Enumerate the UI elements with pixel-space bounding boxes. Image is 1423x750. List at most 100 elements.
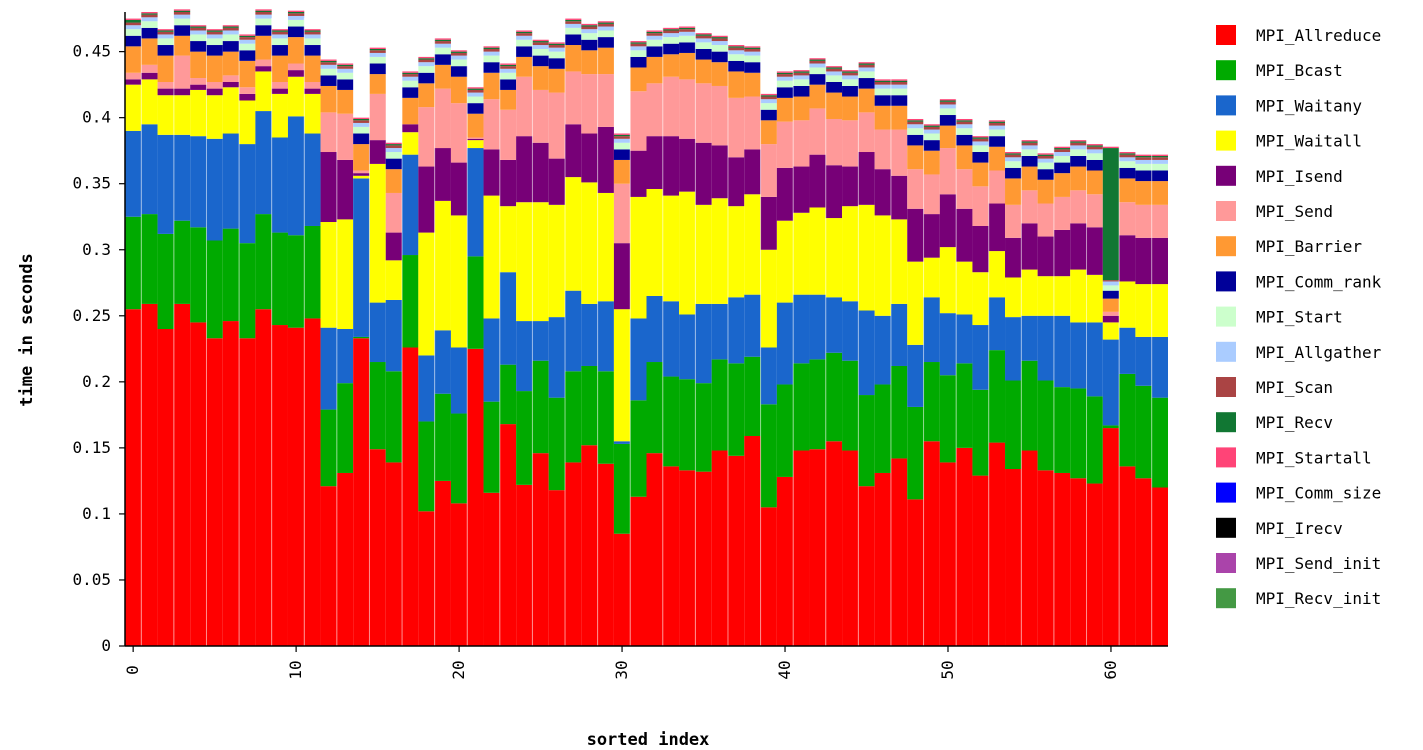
bar-segment-mpi-allreduce-28 (581, 445, 598, 646)
bar-segment-mpi-waitall-57 (1053, 276, 1071, 316)
bar-segment-mpi-startall-27 (565, 18, 582, 20)
bar-segment-mpi-allreduce-35 (695, 471, 712, 646)
bar-segment-mpi-waitall-9 (271, 93, 288, 138)
bar-segment-mpi-bcast-9 (271, 232, 288, 326)
bar-segment-mpi-isend-20 (450, 162, 468, 216)
bar-segment-mpi-startall-8 (255, 9, 272, 11)
bar-segment-mpi-scan-15 (369, 50, 386, 53)
bar-segment-mpi-waitall-37 (727, 206, 745, 298)
bar-segment-mpi-waitall-4 (190, 89, 207, 137)
bar-segment-mpi-scan-56 (1037, 155, 1054, 159)
bar-segment-mpi-recv-17 (402, 72, 419, 75)
bar-segment-mpi-recv-51 (956, 120, 973, 122)
bar-segment-mpi-send-13 (336, 113, 354, 160)
bar-segment-mpi-barrier-18 (418, 83, 435, 108)
bar-segment-mpi-waitany-49 (923, 297, 940, 363)
bar-segment-mpi-barrier-1 (141, 38, 158, 65)
bar-segment-mpi-allreduce-17 (402, 347, 419, 646)
bar-segment-mpi-allgather-17 (402, 76, 419, 81)
bar-segment-mpi-comm-rank-44 (842, 85, 859, 97)
bar-segment-mpi-allgather-5 (206, 34, 223, 39)
bar-segment-mpi-start-37 (727, 54, 745, 61)
bar-segment-mpi-scan-5 (206, 31, 223, 35)
bar-segment-mpi-isend-12 (320, 152, 337, 223)
bar-segment-mpi-waitany-0 (125, 130, 142, 217)
legend-label-mpi-send: MPI_Send (1256, 202, 1333, 221)
bar-segment-mpi-comm-rank-29 (597, 37, 614, 48)
bar-segment-mpi-send-8 (255, 59, 272, 67)
bar-segment-mpi-allreduce-29 (597, 463, 614, 646)
bar-segment-mpi-allreduce-9 (271, 325, 288, 646)
bar-segment-mpi-send-14 (353, 170, 370, 174)
legend-label-mpi-comm-rank: MPI_Comm_rank (1256, 272, 1382, 291)
bar-segment-mpi-start-19 (434, 47, 451, 55)
bar-segment-mpi-scan-53 (988, 122, 1006, 126)
bar-segment-mpi-isend-35 (695, 142, 712, 205)
bar-segment-mpi-comm-rank-62 (1135, 170, 1152, 182)
legend-label-mpi-barrier: MPI_Barrier (1256, 237, 1362, 256)
bar-segment-mpi-allgather-23 (499, 68, 517, 73)
bar-segment-mpi-bcast-41 (793, 363, 810, 451)
bar-segment-mpi-isend-9 (271, 88, 288, 94)
bar-segment-mpi-startall-62 (1135, 154, 1152, 156)
bar-segment-mpi-recv-63 (1151, 155, 1168, 158)
bar-segment-mpi-startall-51 (956, 118, 973, 121)
bar-segment-mpi-waitall-44 (842, 206, 859, 302)
bar-segment-mpi-comm-rank-19 (434, 54, 451, 65)
bar-segment-mpi-barrier-39 (760, 120, 777, 145)
bar-segment-mpi-comm-rank-13 (336, 79, 354, 90)
bar-segment-mpi-bcast-26 (548, 397, 566, 491)
bar-segment-mpi-start-4 (190, 34, 207, 42)
bar-segment-mpi-startall-63 (1151, 154, 1168, 156)
x-axis-title: sorted index (587, 730, 710, 750)
bar-segment-mpi-waitall-40 (776, 220, 794, 303)
bar-segment-mpi-allreduce-16 (385, 462, 403, 646)
bar-segment-mpi-scan-59 (1086, 146, 1103, 150)
bar-segment-mpi-comm-rank-52 (972, 152, 989, 163)
bar-segment-mpi-waitall-21 (467, 140, 484, 149)
bar-segment-mpi-scan-51 (956, 121, 973, 125)
bar-segment-mpi-recv-28 (581, 25, 598, 27)
bar-segment-mpi-bcast-20 (450, 413, 468, 504)
bar-segment-mpi-waitall-19 (434, 200, 451, 331)
bar-segment-mpi-start-3 (173, 18, 191, 26)
bar-segment-mpi-comm-rank-9 (271, 45, 288, 56)
y-tick-label: 0.05 (72, 570, 111, 589)
bar-segment-mpi-startall-48 (907, 118, 924, 121)
bar-segment-mpi-send-61 (1119, 202, 1136, 236)
bar-segment-mpi-allgather-42 (809, 63, 826, 68)
bar-segment-mpi-comm-rank-3 (173, 25, 191, 36)
bar-segment-mpi-send-55 (1021, 190, 1038, 224)
bar-segment-mpi-isend-36 (711, 145, 728, 199)
bar-segment-mpi-allgather-3 (173, 14, 191, 19)
bar-segment-mpi-bcast-0 (125, 216, 142, 310)
bar-segment-mpi-start-31 (630, 50, 647, 57)
bar-segment-mpi-allreduce-51 (956, 447, 973, 647)
bar-segment-mpi-comm-rank-22 (483, 62, 500, 73)
bar-segment-mpi-send-53 (988, 170, 1006, 204)
bar-segment-mpi-barrier-50 (939, 125, 957, 149)
bar-segment-mpi-barrier-47 (890, 105, 908, 130)
bar-segment-mpi-send-22 (483, 99, 500, 150)
bar-segment-mpi-scan-27 (565, 21, 582, 24)
bar-segment-mpi-recv-48 (907, 120, 924, 122)
bar-segment-mpi-send-6 (222, 75, 240, 82)
bar-segment-mpi-barrier-58 (1070, 166, 1087, 191)
legend-label-mpi-waitall: MPI_Waitall (1256, 132, 1362, 151)
bar-segment-mpi-bcast-3 (173, 220, 191, 304)
bar-segment-mpi-scan-17 (402, 74, 419, 77)
bar-segment-mpi-waitall-47 (890, 219, 908, 304)
bar-segment-mpi-recv-31 (630, 42, 647, 44)
bar-segment-mpi-recv-16 (385, 144, 403, 146)
bar-segment-mpi-waitany-61 (1119, 327, 1136, 374)
bar-segment-mpi-waitall-3 (173, 95, 191, 135)
bar-segment-mpi-start-16 (385, 152, 403, 159)
bar-segment-mpi-start-60 (1102, 285, 1120, 291)
bar-segment-mpi-allreduce-62 (1135, 478, 1152, 646)
bar-segment-mpi-allgather-48 (907, 124, 924, 129)
bar-segment-mpi-comm-rank-35 (695, 48, 712, 60)
bar-segment-mpi-startall-36 (711, 35, 728, 38)
bar-segment-mpi-comm-rank-32 (646, 46, 663, 57)
bar-segment-mpi-allgather-58 (1070, 145, 1087, 150)
bar-segment-mpi-scan-4 (190, 27, 207, 31)
